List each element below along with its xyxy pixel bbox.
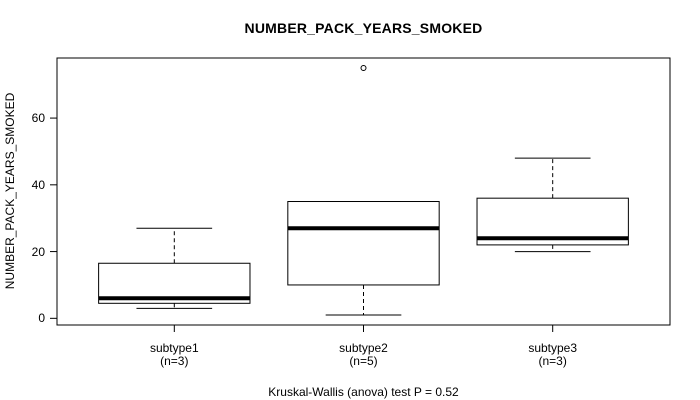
- group-name: subtype2: [339, 341, 388, 355]
- outlier-point: [360, 65, 367, 72]
- stat-test-caption: Kruskal-Wallis (anova) test P = 0.52: [268, 385, 459, 399]
- x-category-label: subtype1 (n=3): [84, 342, 264, 368]
- group-n: (n=3): [538, 354, 567, 368]
- chart-title: NUMBER_PACK_YEARS_SMOKED: [244, 20, 483, 36]
- group-name: subtype3: [528, 341, 578, 355]
- y-tick-label: 40: [31, 177, 45, 192]
- y-tick-label: 20: [31, 244, 45, 259]
- group-n: (n=5): [349, 354, 378, 368]
- group-n: (n=3): [160, 354, 189, 368]
- y-tick-label: 60: [31, 111, 45, 126]
- iqr-box: [287, 201, 440, 286]
- group-name: subtype1: [149, 341, 199, 355]
- x-category-label: subtype2 (n=5): [274, 342, 454, 368]
- x-category-label: subtype3 (n=3): [463, 342, 643, 368]
- y-tick-label: 0: [38, 311, 45, 326]
